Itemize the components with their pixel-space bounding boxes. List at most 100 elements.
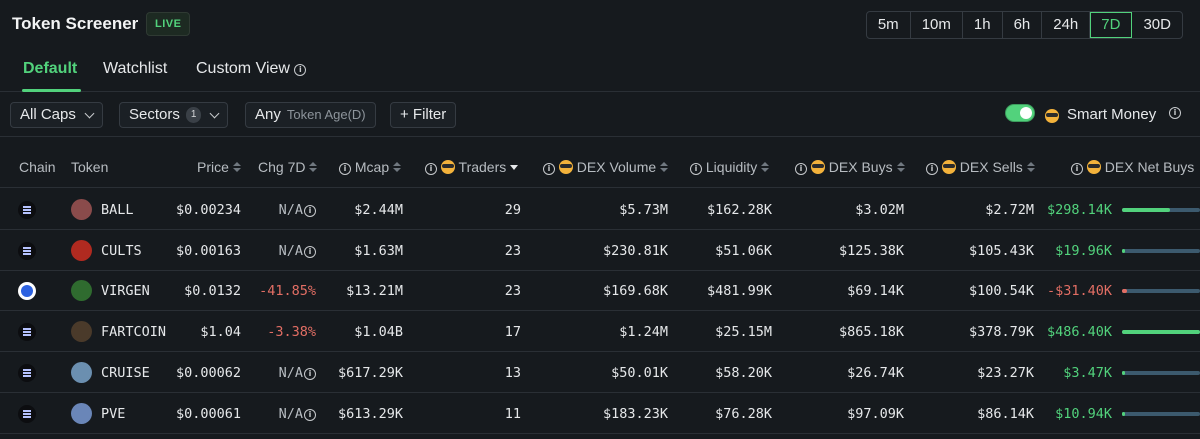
active-tab-indicator xyxy=(22,89,81,92)
token-traders: 17 xyxy=(504,324,521,341)
token-price: $0.00062 xyxy=(175,364,241,381)
timeframe-1h[interactable]: 1h xyxy=(963,12,1003,38)
sort-icon xyxy=(896,162,905,173)
tab-watchlist[interactable]: Watchlist xyxy=(103,60,168,77)
token-liquidity: $481.99K xyxy=(706,283,772,300)
table-row[interactable]: FARTCOIN $1.04 -3.38% $1.04B 17 $1.24M $… xyxy=(0,311,1200,353)
token-symbol[interactable]: PVE xyxy=(101,405,126,422)
info-icon[interactable]: i xyxy=(304,367,316,380)
token-traders: 13 xyxy=(504,364,521,381)
sort-icon xyxy=(1026,162,1035,173)
column-liquidity[interactable]: i Liquidity xyxy=(690,159,770,175)
token-age-prefix: Any xyxy=(255,106,281,123)
timeframe-7d[interactable]: 7D xyxy=(1090,12,1133,38)
token-traders: 23 xyxy=(504,242,521,259)
token-avatar xyxy=(71,321,92,343)
token-symbol[interactable]: BALL xyxy=(101,202,134,218)
smart-money-shades-icon xyxy=(558,160,573,174)
live-badge: LIVE xyxy=(146,12,191,36)
token-traders: 23 xyxy=(504,283,521,300)
token-age-filter[interactable]: Any Token Age(D) xyxy=(245,102,376,128)
tab-custom-view-label: Custom View xyxy=(196,60,290,77)
timeframe-6h[interactable]: 6h xyxy=(1003,12,1043,38)
column-price[interactable]: Price xyxy=(197,159,241,175)
sectors-count-badge: 1 xyxy=(185,107,202,123)
token-change: N/A i xyxy=(279,243,316,259)
token-price: $1.04 xyxy=(200,324,241,341)
token-price: $0.0132 xyxy=(184,283,241,300)
table-header: Chain Token Price Chg 7D i Mcap i Trader… xyxy=(0,150,1200,188)
info-icon[interactable]: i xyxy=(294,64,307,76)
table-row[interactable]: CRUISE $0.00062 N/A i $617.29K 13 $50.01K… xyxy=(0,352,1200,393)
smart-money-shades-icon xyxy=(1045,109,1059,123)
column-dex-net-buys[interactable]: i DEX Net Buys xyxy=(1071,159,1194,175)
sectors-dropdown[interactable]: Sectors 1 xyxy=(119,102,229,128)
token-symbol[interactable]: VIRGEN xyxy=(101,283,150,300)
token-avatar xyxy=(71,361,92,383)
token-liquidity: $51.06K xyxy=(715,242,772,259)
column-dex-volume[interactable]: i DEX Volume xyxy=(543,159,669,175)
token-dex-net-buys: $10.94K xyxy=(1055,405,1112,422)
token-dex-volume: $230.81K xyxy=(602,242,668,259)
info-icon[interactable]: i xyxy=(425,163,437,175)
token-dex-net-buys: $486.40K xyxy=(1046,324,1112,341)
token-symbol[interactable]: FARTCOIN xyxy=(101,324,167,341)
token-change-value: -41.85% xyxy=(259,283,316,300)
timeframe-24h[interactable]: 24h xyxy=(1042,12,1091,38)
net-buys-bar-fill xyxy=(1122,208,1170,212)
timeframe-30d[interactable]: 30D xyxy=(1143,16,1171,33)
view-tabs: Default Watchlist Custom View i xyxy=(0,50,1200,92)
info-icon[interactable]: i xyxy=(304,245,316,258)
add-filter-button[interactable]: + Filter xyxy=(390,102,457,128)
smart-money-shades-icon xyxy=(810,160,825,174)
caps-dropdown[interactable]: All Caps xyxy=(10,102,103,128)
timeframe-10m[interactable]: 10m xyxy=(911,12,963,38)
info-icon[interactable]: i xyxy=(543,163,555,175)
info-icon[interactable]: i xyxy=(304,205,316,217)
info-icon[interactable]: i xyxy=(690,163,702,175)
timeframe-5m[interactable]: 5m xyxy=(867,12,911,38)
net-buys-bar xyxy=(1122,248,1200,253)
info-icon[interactable]: i xyxy=(926,163,938,175)
column-dex-net-buys-label: DEX Net Buys xyxy=(1104,159,1195,175)
table-row[interactable]: VIRGEN $0.0132 -41.85% $13.21M 23 $169.6… xyxy=(0,270,1200,312)
column-mcap[interactable]: i Mcap xyxy=(339,159,402,175)
token-change-value: N/A xyxy=(278,405,303,422)
token-mcap: $613.29K xyxy=(337,405,403,422)
info-icon[interactable]: i xyxy=(1071,163,1083,175)
column-chg[interactable]: Chg 7D xyxy=(258,159,318,175)
token-symbol[interactable]: CULTS xyxy=(101,242,142,259)
token-dex-sells: $105.43K xyxy=(968,242,1034,259)
info-icon[interactable]: i xyxy=(339,163,351,175)
table-row[interactable]: PVE $0.00061 N/A i $613.29K 11 $183.23K $… xyxy=(0,393,1200,434)
column-traders[interactable]: i Traders xyxy=(425,159,519,175)
net-buys-bar xyxy=(1122,289,1200,294)
info-icon[interactable]: i xyxy=(795,163,807,175)
token-change: N/A i xyxy=(279,365,316,381)
token-change: N/A i xyxy=(279,406,316,422)
token-symbol[interactable]: CRUISE xyxy=(101,364,150,381)
column-dex-sells[interactable]: i DEX Sells xyxy=(926,159,1035,175)
token-dex-buys: $865.18K xyxy=(838,324,904,341)
smart-money-shades-icon xyxy=(440,160,455,174)
net-buys-bar-fill xyxy=(1122,248,1126,253)
table-row[interactable]: BALL $0.00234 N/A i $2.44M 29 $5.73M $162… xyxy=(0,189,1200,230)
column-dex-buys[interactable]: i DEX Buys xyxy=(795,159,905,175)
token-dex-sells: $2.72M xyxy=(985,202,1034,218)
token-avatar xyxy=(71,402,92,424)
solana-chain-icon xyxy=(18,201,36,219)
column-chg-label: Chg 7D xyxy=(258,159,306,175)
tab-default[interactable]: Default xyxy=(23,60,78,77)
info-icon[interactable]: i xyxy=(1169,107,1181,119)
info-icon[interactable]: i xyxy=(304,408,316,421)
token-dex-buys: $125.38K xyxy=(838,242,904,259)
sort-icon xyxy=(761,162,770,173)
token-dex-buys: $69.14K xyxy=(847,283,904,300)
token-mcap: $2.44M xyxy=(354,202,403,218)
token-change-value: N/A xyxy=(278,242,303,259)
smart-money-shades-icon xyxy=(941,160,956,174)
token-liquidity: $162.28K xyxy=(706,202,772,218)
smart-money-toggle[interactable] xyxy=(1005,104,1035,122)
table-row[interactable]: CULTS $0.00163 N/A i $1.63M 23 $230.81K $… xyxy=(0,230,1200,271)
tab-custom-view[interactable]: Custom View i xyxy=(196,60,307,78)
